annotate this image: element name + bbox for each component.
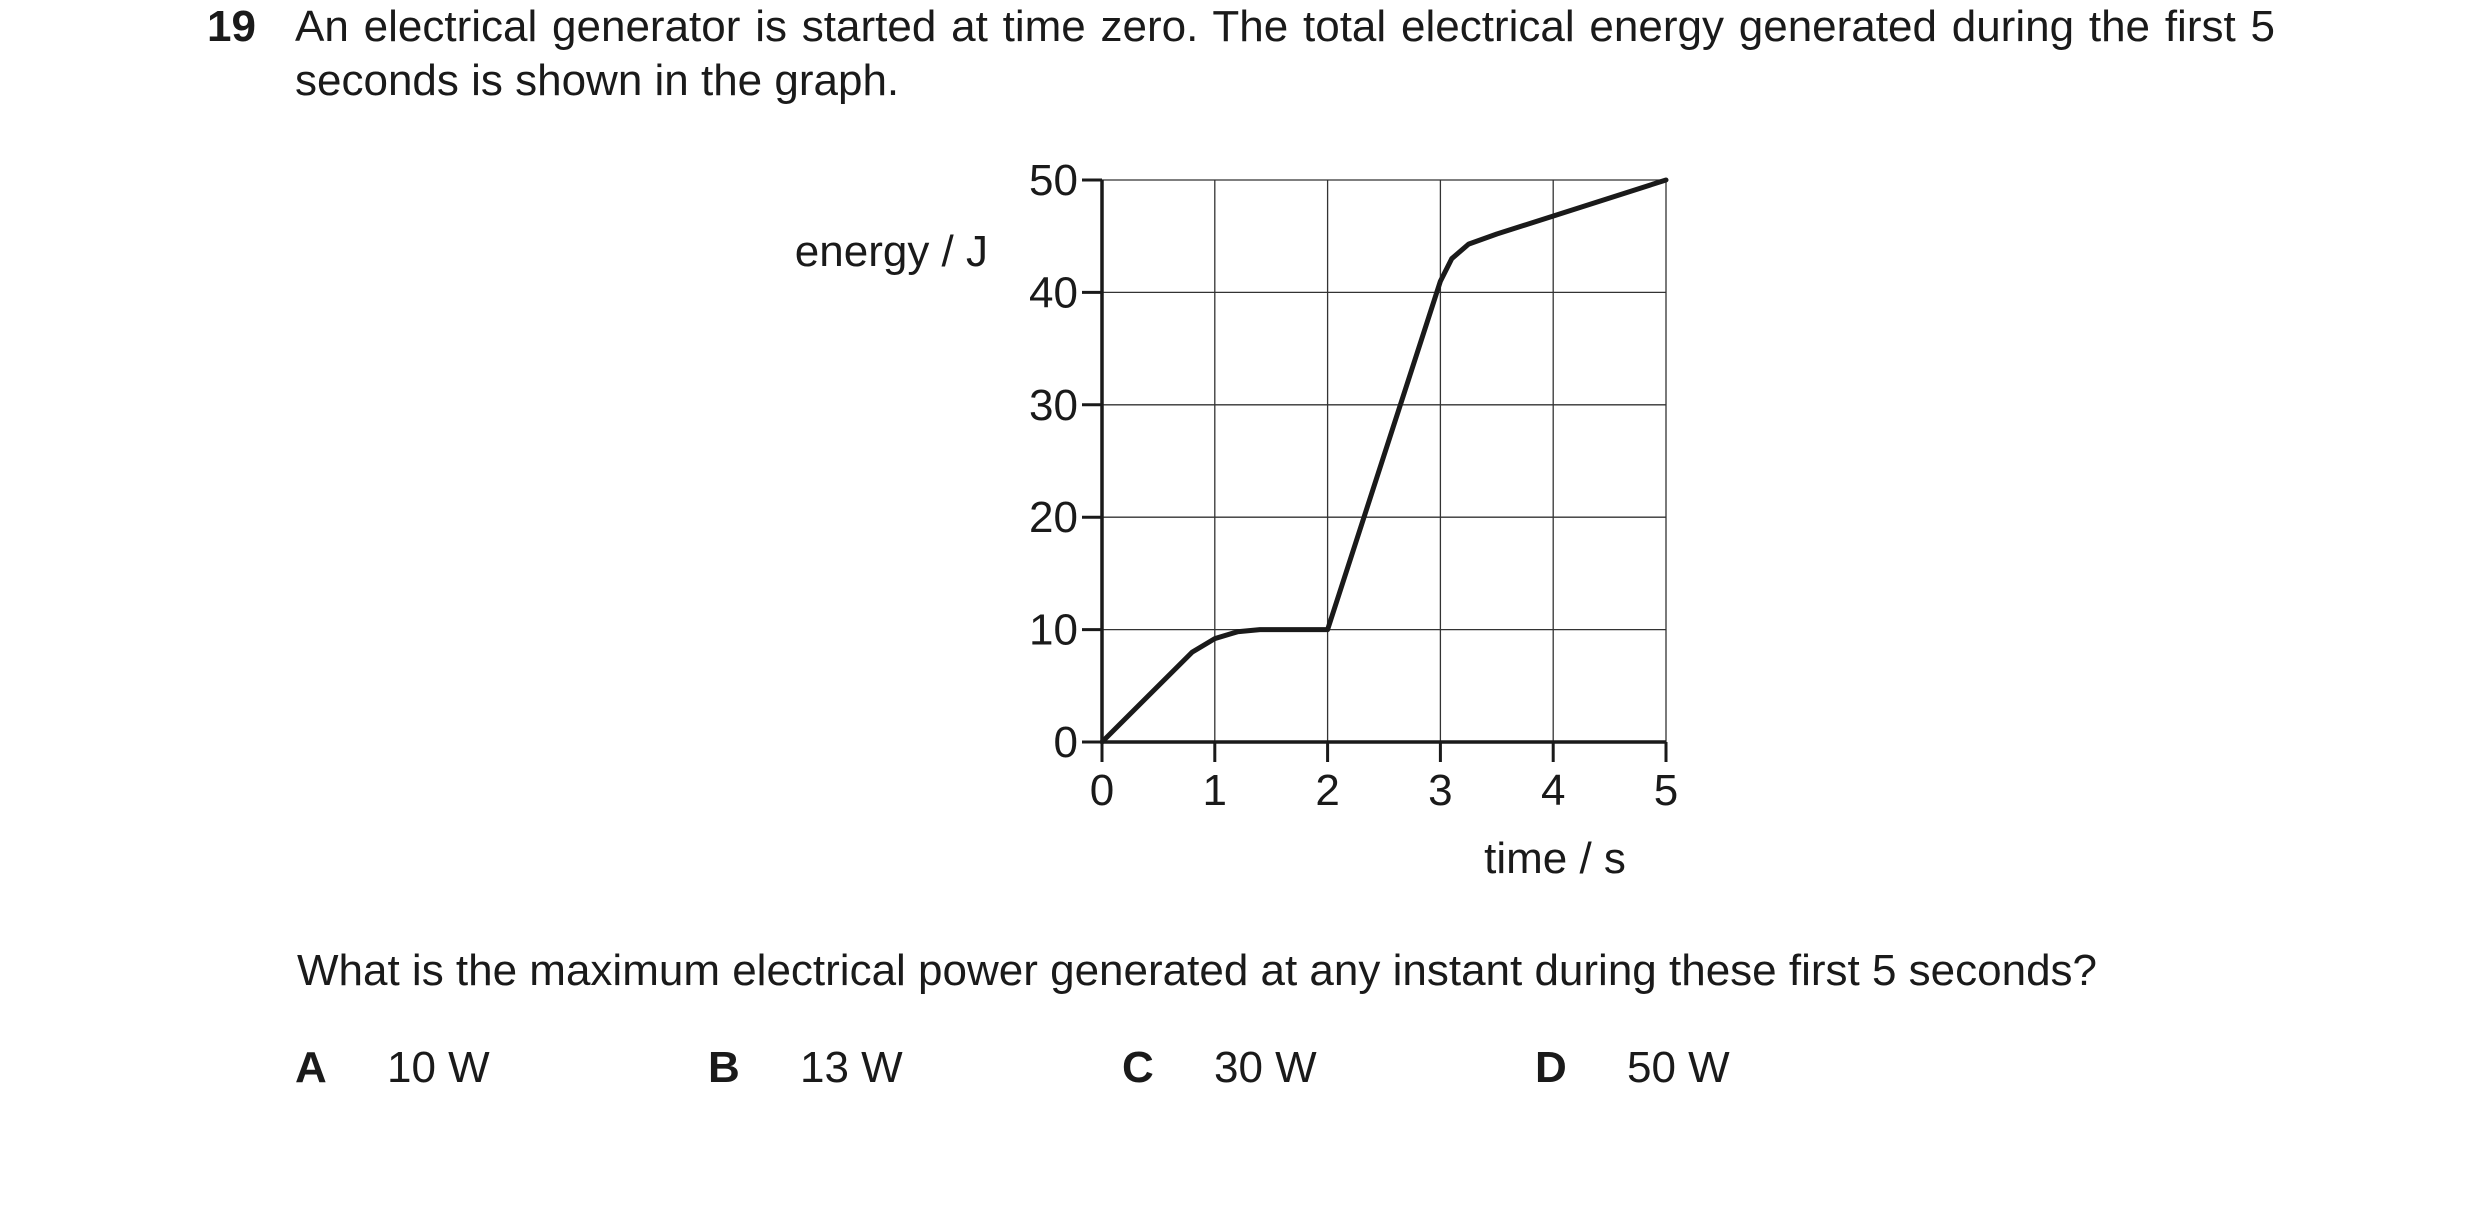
option-b[interactable]: B 13 W [708, 1041, 903, 1095]
option-text: 13 W [800, 1043, 903, 1092]
y-tick-label: 40 [1029, 268, 1078, 317]
x-tick-label: 1 [1203, 766, 1227, 815]
option-letter: B [708, 1043, 740, 1092]
x-axis-label: time / s [1484, 834, 1626, 883]
option-c[interactable]: C 30 W [1122, 1041, 1317, 1095]
x-tick-label: 4 [1541, 766, 1565, 815]
question-number: 19 [207, 2, 256, 51]
y-tick-label: 50 [1029, 156, 1078, 205]
option-d[interactable]: D 50 W [1535, 1041, 1730, 1095]
y-tick-label: 10 [1029, 606, 1078, 655]
option-letter: D [1535, 1043, 1567, 1092]
y-axis-label: energy / J [795, 227, 988, 276]
option-letter: A [295, 1043, 327, 1092]
question-prompt: What is the maximum electrical power gen… [297, 946, 2098, 995]
y-tick-label: 0 [1054, 718, 1078, 767]
x-tick-label: 5 [1654, 766, 1678, 815]
energy-time-graph: 0 10 20 30 40 50 0 1 2 3 4 5 energy / J time / s [795, 156, 1678, 883]
option-a[interactable]: A 10 W [295, 1041, 490, 1095]
energy-curve [1099, 177, 1669, 745]
option-text: 10 W [387, 1043, 490, 1092]
y-tick-label: 20 [1029, 493, 1078, 542]
x-tick-label: 2 [1315, 766, 1339, 815]
x-tick-label: 0 [1090, 766, 1114, 815]
question-stem: An electrical generator is started at ti… [295, 2, 2275, 105]
option-letter: C [1122, 1043, 1154, 1092]
option-text: 30 W [1214, 1043, 1317, 1092]
x-tick-label: 3 [1428, 766, 1452, 815]
y-tick-label: 30 [1029, 381, 1078, 430]
option-text: 50 W [1627, 1043, 1730, 1092]
